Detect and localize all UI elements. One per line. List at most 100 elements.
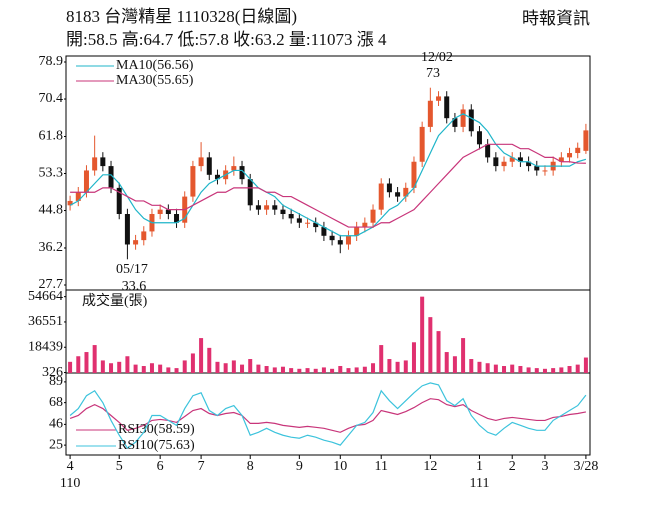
annotation-date: 12/02: [421, 50, 453, 65]
volume-bar: [190, 353, 195, 373]
y-tick-label: 61.8: [39, 129, 64, 144]
legend-label: RSI30(58.59): [118, 422, 195, 437]
volume-bar: [526, 367, 531, 373]
candle-body: [124, 214, 130, 245]
volume-bar: [510, 364, 515, 373]
volume-bar: [436, 331, 441, 373]
x-year-label: 110: [60, 476, 80, 491]
candle-body: [419, 126, 425, 162]
candle-body: [165, 209, 171, 215]
candle-body: [133, 240, 139, 245]
volume-bar: [297, 368, 302, 373]
candle-body: [460, 109, 466, 127]
volume-bar: [559, 367, 564, 373]
volume-bar: [338, 366, 343, 373]
candle-body: [386, 183, 392, 193]
volume-bar: [551, 368, 556, 373]
volume-bar: [395, 361, 400, 373]
volume-bar: [477, 361, 482, 373]
legend-label: MA30(55.65): [116, 73, 194, 88]
candle-body: [174, 214, 180, 223]
volume-bar: [452, 356, 457, 373]
volume-bar: [223, 363, 228, 373]
volume-bar: [84, 352, 89, 373]
x-year-label: 111: [469, 476, 489, 491]
candle-body: [370, 209, 376, 223]
volume-bar: [158, 364, 163, 373]
candle-body: [264, 205, 270, 210]
volume-bar: [280, 366, 285, 373]
candle-body: [272, 205, 278, 210]
candle-body: [567, 153, 573, 158]
volume-bar: [330, 368, 335, 373]
volume-bar: [109, 363, 114, 373]
volume-bar: [76, 356, 81, 373]
x-tick-label: 3/28: [573, 459, 598, 474]
annotation-value: 33.6: [122, 279, 147, 294]
candle-body: [575, 147, 581, 154]
candle-body: [247, 179, 253, 206]
volume-bar: [485, 363, 490, 373]
candle-body: [255, 205, 261, 210]
volume-bar: [362, 366, 367, 373]
rsi-line: [69, 382, 587, 449]
volume-bar: [231, 360, 236, 373]
x-tick-label: 3: [541, 459, 548, 474]
candle-body: [305, 222, 311, 224]
candle-body: [296, 218, 302, 223]
x-tick-label: 5: [116, 459, 123, 474]
y-tick-label: 27.7: [39, 277, 64, 292]
candle-body: [526, 161, 532, 167]
volume-bar: [313, 368, 318, 373]
volume-bar: [428, 317, 433, 373]
volume-bar: [240, 364, 245, 373]
candle-body: [583, 130, 589, 151]
candle-body: [501, 161, 507, 167]
volume-bar: [575, 364, 580, 373]
candle-body: [108, 166, 114, 188]
volume-bar: [141, 366, 146, 373]
volume-bar: [321, 367, 326, 373]
candle-body: [280, 209, 286, 215]
y-tick-label: 53.3: [39, 166, 64, 181]
annotation-date: 05/17: [116, 262, 148, 277]
volume-bar: [264, 366, 269, 373]
y-tick-label: 89: [49, 374, 63, 389]
candle-body: [239, 166, 245, 180]
candle-body: [485, 144, 491, 158]
candle-body: [362, 222, 368, 228]
candle-body: [75, 192, 81, 201]
x-tick-label: 2: [509, 459, 516, 474]
volume-bar: [493, 364, 498, 373]
chart-title: 8183 台灣精星 1110328(日線圖): [66, 7, 297, 26]
volume-bar: [207, 347, 212, 373]
volume-bar: [100, 360, 105, 373]
volume-bar: [461, 338, 466, 373]
volume-bar: [289, 368, 294, 373]
volume-bar: [215, 361, 220, 373]
volume-legend: 成交量(張): [82, 292, 148, 309]
volume-bar: [518, 366, 523, 373]
volume-bar: [411, 342, 416, 373]
volume-bar: [125, 356, 130, 373]
candle-body: [313, 222, 319, 228]
volume-bar: [305, 368, 310, 373]
volume-bar: [534, 368, 539, 373]
x-tick-label: 7: [198, 459, 205, 474]
y-tick-label: 54664: [28, 289, 63, 304]
volume-bar: [469, 359, 474, 373]
volume-bar: [354, 367, 359, 373]
candle-body: [534, 166, 540, 171]
candle-body: [92, 157, 98, 171]
volume-bar: [379, 345, 384, 373]
legend-label: RSI10(75.63): [118, 438, 195, 453]
volume-bar: [420, 296, 425, 373]
volume-bar: [502, 366, 507, 373]
volume-bar: [174, 368, 179, 373]
x-tick-label: 8: [247, 459, 254, 474]
volume-bar: [371, 363, 376, 373]
x-tick-label: 9: [296, 459, 303, 474]
y-tick-label: 44.8: [39, 203, 64, 218]
candle-body: [141, 231, 147, 241]
candle-body: [493, 157, 499, 167]
